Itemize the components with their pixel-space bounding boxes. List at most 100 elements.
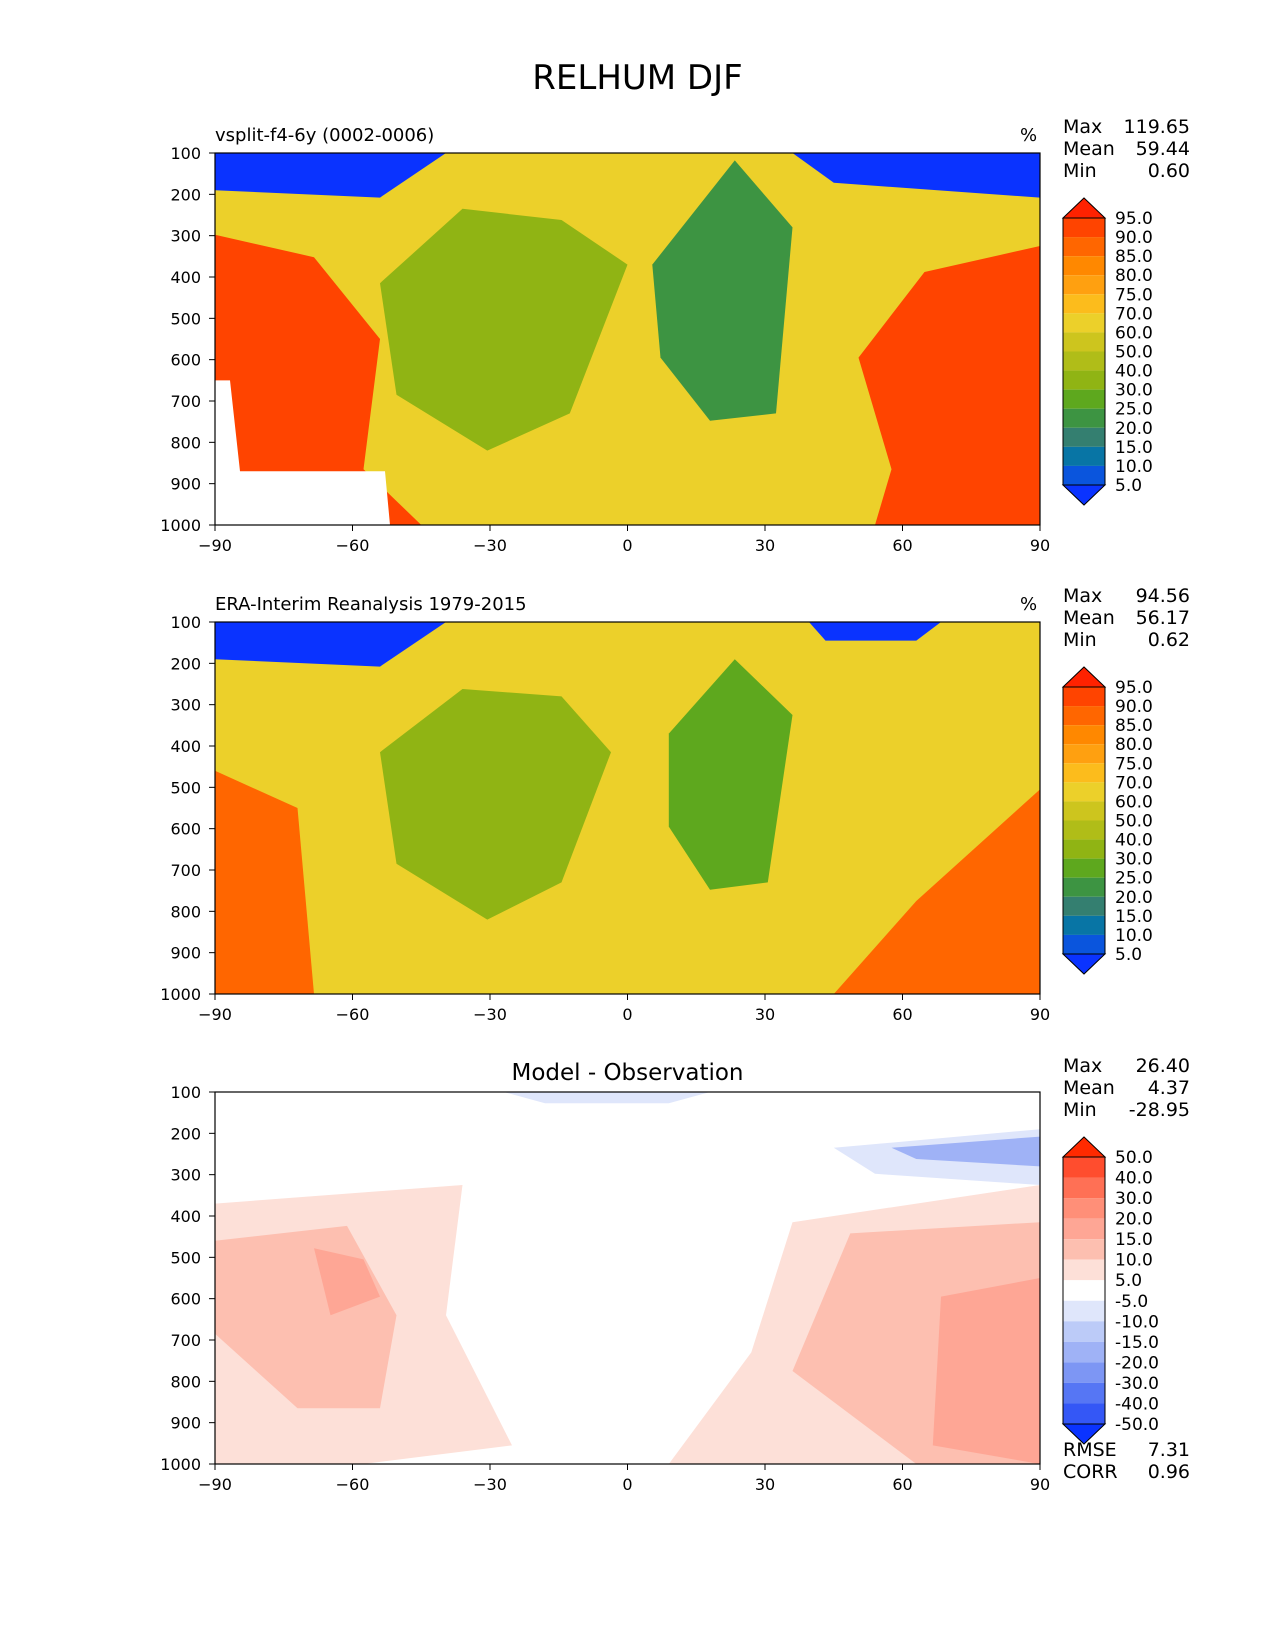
x-tick-label: −60 <box>336 1005 370 1024</box>
x-tick-label: −30 <box>473 1005 507 1024</box>
colorbar-label: 40.0 <box>1115 831 1153 851</box>
colorbar-top-extension <box>1061 1136 1107 1158</box>
colorbar-label: -15.0 <box>1115 1333 1159 1353</box>
colorbar-label: -5.0 <box>1115 1292 1148 1312</box>
y-tick-label: 600 <box>170 820 201 839</box>
colorbar-label: 95.0 <box>1115 209 1153 229</box>
y-tick-label: 900 <box>170 944 201 963</box>
colorbar-label: 60.0 <box>1115 792 1153 812</box>
stat-label: CORR <box>1063 1461 1118 1483</box>
colorbar-swatch <box>1063 877 1105 897</box>
contour-region-stratosphere_dry-6 <box>809 622 941 641</box>
colorbar-swatch <box>1063 408 1105 428</box>
colorbar-swatch <box>1063 389 1105 409</box>
stat-value: 7.31 <box>1148 1439 1190 1461</box>
panel-title: ERA-Interim Reanalysis 1979-2015 <box>215 594 527 615</box>
y-tick-label: 700 <box>170 861 201 880</box>
colorbar-label: 90.0 <box>1115 697 1153 717</box>
colorbar-label: 20.0 <box>1115 419 1153 439</box>
y-tick-label: 900 <box>170 475 201 494</box>
colorbar-label: 25.0 <box>1115 400 1153 420</box>
colorbar-swatch <box>1063 801 1105 821</box>
colorbar-label: 5.0 <box>1115 945 1142 965</box>
stat-value: 26.40 <box>1136 1055 1190 1077</box>
colorbar-swatch <box>1063 1239 1105 1260</box>
x-tick-label: 90 <box>1030 1475 1050 1494</box>
y-tick-label: 200 <box>170 654 201 673</box>
contour-region-polar_lower-1 <box>215 234 422 526</box>
y-tick-label: 200 <box>170 185 201 204</box>
colorbar-swatch <box>1063 1382 1105 1404</box>
colorbar-label: 15.0 <box>1115 438 1153 458</box>
y-tick-label: 700 <box>170 1331 201 1350</box>
colorbar-top-extension <box>1061 666 1107 688</box>
x-tick-label: −90 <box>198 1005 232 1024</box>
colorbar-swatch <box>1063 706 1105 726</box>
colorbar-swatch <box>1063 237 1105 257</box>
colorbar-label: 90.0 <box>1115 228 1153 248</box>
stat-value: 56.17 <box>1136 607 1190 629</box>
colorbar-label: 40.0 <box>1115 1169 1153 1189</box>
colorbar-label: 25.0 <box>1115 869 1153 889</box>
y-tick-label: 300 <box>170 227 201 246</box>
x-tick-label: 90 <box>1030 536 1050 555</box>
colorbar-swatch <box>1063 427 1105 447</box>
colorbar-swatch <box>1063 782 1105 802</box>
x-tick-label: −90 <box>198 536 232 555</box>
colorbar-label: 75.0 <box>1115 754 1153 774</box>
colorbar-swatch <box>1063 839 1105 859</box>
stat-label: Max <box>1063 116 1102 138</box>
colorbar-swatch <box>1063 465 1105 485</box>
colorbar-swatch <box>1063 820 1105 840</box>
colorbar-label: 60.0 <box>1115 323 1153 343</box>
colorbar-swatch <box>1063 858 1105 878</box>
stat-label: Min <box>1063 1099 1097 1121</box>
stat-value: -28.95 <box>1129 1099 1190 1121</box>
y-tick-label: 700 <box>170 392 201 411</box>
colorbar: 95.090.085.080.075.070.060.050.040.030.0… <box>1061 666 1153 975</box>
stat-label: Min <box>1063 629 1097 651</box>
x-tick-label: −30 <box>473 536 507 555</box>
y-tick-label: 800 <box>170 433 201 452</box>
colorbar-swatch <box>1063 1218 1105 1240</box>
colorbar-label: 50.0 <box>1115 812 1153 832</box>
x-tick-label: 30 <box>755 1005 775 1024</box>
colorbar-label: -50.0 <box>1115 1415 1159 1435</box>
contour-region-negative_weak-8 <box>503 1092 710 1104</box>
colorbar-swatch <box>1063 1362 1105 1383</box>
stat-value: 59.44 <box>1136 138 1190 160</box>
colorbar-swatch <box>1063 370 1105 390</box>
colorbar-swatch <box>1063 1341 1105 1363</box>
colorbar-swatch <box>1063 725 1105 745</box>
contour-region-polar_lower-2 <box>858 246 1040 525</box>
contour-region-stratosphere_dry-6 <box>792 153 1040 198</box>
x-tick-label: −60 <box>336 1475 370 1494</box>
colorbar-swatch <box>1063 1403 1105 1424</box>
contour-region-polar_lower-2 <box>833 789 1040 994</box>
colorbar-label: 10.0 <box>1115 1251 1153 1271</box>
y-tick-label: 1000 <box>160 516 201 535</box>
colorbar-label: -30.0 <box>1115 1374 1159 1394</box>
x-tick-label: −90 <box>198 1475 232 1494</box>
colorbar-label: 20.0 <box>1115 888 1153 908</box>
y-tick-label: 100 <box>170 1083 201 1102</box>
y-tick-label: 300 <box>170 1166 201 1185</box>
colorbar-swatch <box>1063 256 1105 276</box>
colorbar-swatch <box>1063 218 1105 238</box>
y-tick-label: 900 <box>170 1414 201 1433</box>
colorbar-label: 20.0 <box>1115 1210 1153 1230</box>
x-tick-label: 0 <box>622 536 632 555</box>
colorbar-swatch <box>1063 687 1105 707</box>
y-tick-label: 200 <box>170 1124 201 1143</box>
contour-region-positive_strong-2 <box>314 1248 380 1316</box>
units-label: % <box>1020 125 1037 146</box>
colorbar-label: 5.0 <box>1115 1271 1142 1291</box>
colorbar-label: 15.0 <box>1115 1230 1153 1250</box>
stat-label: RMSE <box>1063 1439 1117 1461</box>
x-tick-label: 30 <box>755 536 775 555</box>
colorbar-label: 30.0 <box>1115 1189 1153 1209</box>
colorbar-swatch <box>1063 1300 1105 1322</box>
